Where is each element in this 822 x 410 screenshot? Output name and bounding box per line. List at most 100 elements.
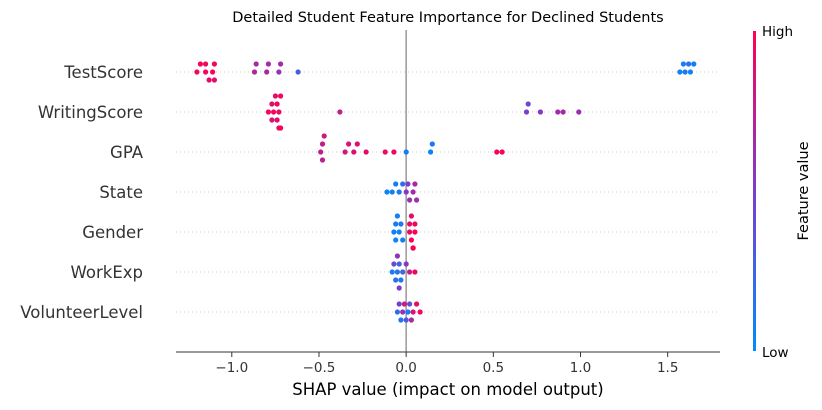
data-point [319,157,326,163]
data-point [682,69,688,75]
data-point [410,309,416,315]
data-point [393,181,399,187]
data-point [405,181,411,187]
data-point [403,317,409,323]
data-point [523,109,530,115]
data-point [337,109,343,115]
data-point [274,117,280,123]
data-point [396,229,402,235]
feature-label: WritingScore [38,103,143,122]
data-point [410,245,416,251]
data-point [400,309,406,315]
data-point [319,141,326,147]
data-point [414,301,420,307]
data-point [197,61,203,67]
data-point [318,149,324,155]
data-point [394,213,400,219]
feature-label: WorkExp [71,263,143,282]
data-points [194,61,697,323]
x-tick-label: 1.0 [570,360,591,376]
data-point [394,269,400,275]
data-point [276,69,282,75]
data-point [407,269,413,275]
feature-label: TestScore [63,63,143,82]
data-point [265,109,271,115]
data-point [398,277,404,283]
data-point [253,61,259,67]
data-point [494,149,500,155]
chart-title: Detailed Student Feature Importance for … [232,10,663,26]
data-point [391,229,397,235]
data-point [271,109,277,115]
data-point [401,301,407,307]
x-tick-label: 1.5 [657,360,678,376]
data-point [210,69,216,75]
x-ticks: −1.0 −0.5 0.0 0.5 1.0 1.5 [215,352,678,376]
data-point [391,149,397,155]
data-point [203,69,209,75]
data-point [687,69,694,75]
data-point [391,261,397,267]
colorbar-high-label: High [762,24,793,40]
x-tick-label: 0.0 [395,360,416,376]
colorbar [753,31,756,351]
data-point [274,101,280,107]
data-point [363,149,369,155]
data-point [537,109,544,115]
data-point [400,181,406,187]
data-point [278,93,284,99]
data-point [394,253,400,259]
data-point [686,61,692,67]
data-point [677,69,683,75]
data-point [342,149,348,155]
data-point [412,221,418,227]
feature-labels: TestScore WritingScore GPA State Gender WorkE… [20,63,143,322]
data-point [393,221,399,227]
data-point [405,309,411,315]
data-point [265,61,271,67]
data-point [382,149,388,155]
data-point [295,69,301,75]
data-point [206,77,212,83]
data-point [264,69,270,75]
data-point [384,189,390,195]
data-point [403,149,409,155]
data-point [393,277,399,283]
data-point [407,229,413,235]
data-point [400,237,406,243]
data-point [398,317,404,323]
data-point [680,61,687,67]
data-point [560,109,566,115]
data-point [389,189,395,195]
data-point [555,109,561,115]
data-point [346,141,352,147]
data-point [396,285,402,291]
feature-label: State [99,183,143,202]
feature-label: VolunteerLevel [20,303,143,322]
feature-label: GPA [110,143,144,162]
data-point [396,189,402,195]
data-point [396,301,402,307]
data-point [408,237,414,243]
x-axis-label: SHAP value (impact on model output) [292,380,603,399]
data-point [251,69,258,75]
data-point [412,269,418,275]
data-point [321,133,327,139]
x-tick-label: 0.5 [483,360,504,376]
colorbar-low-label: Low [762,345,789,361]
data-point [393,237,399,243]
data-point [354,141,360,147]
data-point [576,109,582,115]
data-point [412,229,418,235]
data-point [276,109,282,115]
data-point [211,77,217,83]
data-point [403,261,409,267]
colorbar-axis-label: Feature value [796,141,812,240]
data-point [396,261,402,267]
data-point [414,197,420,203]
data-point [400,269,406,275]
data-point [412,181,418,187]
data-point [394,309,400,315]
x-tick-label: −0.5 [303,360,336,376]
